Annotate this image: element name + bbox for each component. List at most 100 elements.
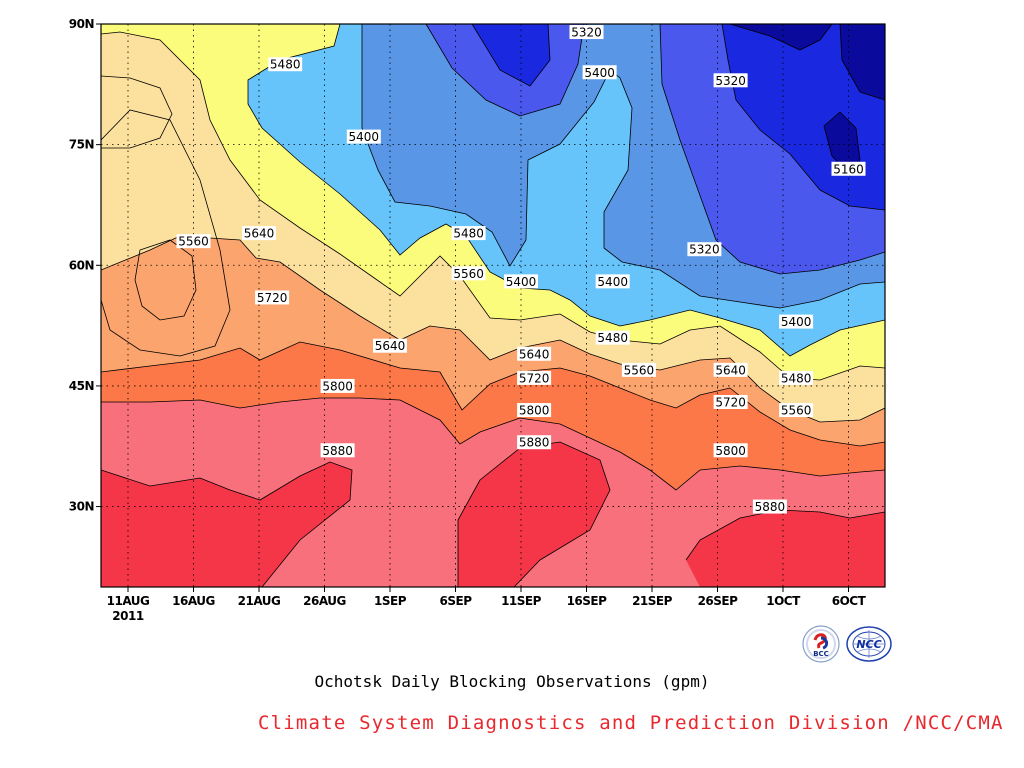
bcc-logo: BCC: [802, 625, 840, 663]
x-year-label: 2011: [112, 609, 144, 623]
contour-label-bg: [595, 274, 630, 289]
contour-label-text: 5560: [453, 267, 484, 281]
contour-label-bg: [713, 362, 748, 377]
contour-label: 5560: [176, 234, 211, 249]
contour-label-text: 5160: [833, 162, 864, 176]
x-tick-label: 16SEP: [567, 594, 608, 608]
contour-label: 5480: [451, 226, 486, 241]
x-axis: 11AUG 16AUG 21AUG 26AUG 1SEP 6SEP 11SEP 16SEP 21…: [107, 587, 867, 623]
contour-label-text: 5880: [322, 444, 353, 458]
contour-label-bg: [268, 57, 303, 72]
line-5240: [729, 24, 885, 177]
line-5400: [425, 24, 885, 275]
contour-label-text: 5800: [715, 444, 746, 458]
contour-label-text: 5560: [781, 404, 812, 418]
contour-label: 5320: [713, 73, 748, 88]
ncc-logo: NCC: [846, 626, 892, 662]
contour-label-bg: [504, 274, 538, 289]
contour-label: 5480: [595, 330, 630, 345]
line-5320: [471, 24, 885, 211]
contour-label-bg: [569, 25, 604, 40]
contour-label: 5320: [687, 242, 722, 257]
contour-label-bg: [582, 65, 617, 80]
contour-label-bg: [242, 226, 276, 241]
x-tick-label: 21AUG: [238, 594, 281, 608]
contour-label-bg: [831, 161, 866, 176]
contour-label-bg: [255, 290, 290, 305]
y-tick-label: 90N: [69, 17, 94, 31]
contour-label-text: 5560: [178, 235, 209, 249]
x-tick-label: 11SEP: [501, 594, 542, 608]
line-5640-closed: [101, 109, 231, 357]
x-tick-label: 21SEP: [632, 594, 673, 608]
contour-label: 5720: [255, 290, 290, 305]
contour-label: 5400: [582, 65, 617, 80]
plot-frame: [100, 23, 886, 588]
contour-label: 5800: [713, 443, 748, 458]
contour-label-bg: [779, 370, 814, 385]
contour-label-text: 5480: [270, 58, 301, 72]
contour-label-text: 5720: [715, 396, 746, 410]
contour-label: 5480: [779, 370, 814, 385]
contour-label: 5880: [752, 499, 787, 514]
x-tick-label: 26AUG: [303, 594, 346, 608]
band-5240: [472, 24, 885, 210]
bcc-logo-text: BCC: [813, 650, 829, 658]
contour-label-bg: [451, 226, 486, 241]
contour-label-text: 5720: [257, 291, 288, 305]
contour-label-text: 5800: [322, 379, 353, 393]
contour-label-text: 5320: [571, 26, 602, 40]
x-tick-label: 1OCT: [766, 594, 801, 608]
contour-label-bg: [779, 314, 814, 329]
contour-labels: 5320 5400 5480 5320 5400 5160 5560 5640 5480 5320…: [176, 25, 866, 514]
contour-label: 5320: [569, 25, 604, 40]
contour-label: 5640: [713, 362, 748, 377]
y-tick-label: 60N: [69, 258, 94, 272]
contour-label-bg: [713, 443, 748, 458]
contour-label-text: 5640: [519, 347, 550, 361]
contour-label: 5480: [268, 57, 303, 72]
contour-label-bg: [517, 403, 552, 418]
contour-label-bg: [752, 499, 787, 514]
contour-label-text: 5400: [349, 130, 380, 144]
contour-label-bg: [346, 129, 381, 144]
line-5880: [101, 397, 885, 491]
ncc-logo-text: NCC: [856, 638, 881, 651]
contour-label-bg: [779, 403, 814, 418]
contour-label-text: 5400: [597, 275, 628, 289]
line-5720: [101, 235, 885, 423]
contour-label-bg: [713, 395, 748, 410]
contour-label-text: 5400: [584, 66, 615, 80]
line-5560: [247, 24, 885, 357]
contour-label-text: 5560: [624, 363, 655, 377]
contour-label-text: 5320: [715, 74, 746, 88]
contour-label-text: 5800: [519, 404, 550, 418]
contour-label-bg: [517, 346, 552, 361]
contour-label-text: 5720: [519, 371, 550, 385]
contour-label: 5720: [517, 370, 552, 385]
contour-label-bg: [621, 362, 656, 377]
y-tick-label: 30N: [69, 500, 94, 514]
contour-label: 5800: [517, 403, 552, 418]
x-tick-label: 26SEP: [698, 594, 739, 608]
contour-label: 5720: [713, 395, 748, 410]
contour-label: 5880: [320, 443, 355, 458]
contour-label-bg: [176, 234, 211, 249]
y-tick-label: 75N: [69, 138, 94, 152]
contour-label: 5640: [517, 346, 552, 361]
contour-label-bg: [320, 378, 355, 393]
x-tick-label: 11AUG: [107, 594, 150, 608]
contour-label-bg: [320, 443, 355, 458]
contour-label: 5400: [595, 274, 630, 289]
contour-label: 5560: [621, 362, 656, 377]
contour-label: 5880: [517, 435, 552, 450]
contour-label: 5160: [831, 161, 866, 176]
contour-label-text: 5640: [715, 363, 746, 377]
contour-label-bg: [687, 242, 722, 257]
contour-label: 5400: [504, 274, 538, 289]
contour-label: 5560: [779, 403, 814, 418]
x-tick-label: 6OCT: [832, 594, 867, 608]
contour-label-bg: [517, 370, 552, 385]
contour-label-text: 5320: [689, 243, 720, 257]
